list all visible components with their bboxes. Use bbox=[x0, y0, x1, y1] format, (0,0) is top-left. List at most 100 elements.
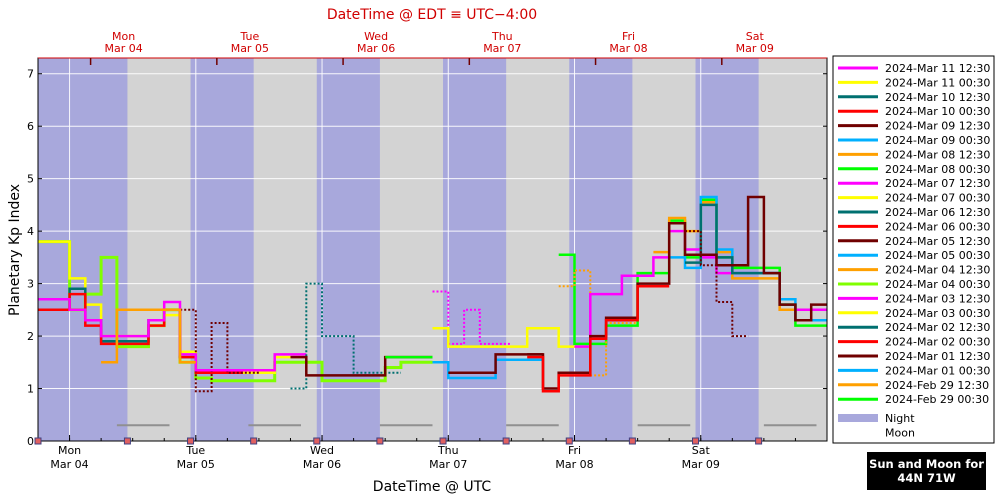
legend-label: 2024-Mar 02 12:30 bbox=[885, 321, 990, 334]
badge-line-2: 44N 71W bbox=[897, 471, 956, 485]
sun-event-marker bbox=[187, 437, 195, 445]
legend-label: 2024-Mar 03 12:30 bbox=[885, 292, 990, 305]
kp-series-line bbox=[290, 282, 401, 390]
top-tick-day: Thu bbox=[491, 30, 513, 43]
legend-box bbox=[832, 55, 995, 444]
top-tick-date: Mar 09 bbox=[736, 42, 774, 55]
kp-series-line bbox=[448, 353, 543, 375]
sun-event-marker bbox=[502, 437, 510, 445]
badge-line-1: Sun and Moon for bbox=[869, 457, 984, 471]
top-tick-day: Tue bbox=[239, 30, 259, 43]
night-band bbox=[569, 58, 633, 441]
y-tick-label: 5 bbox=[27, 173, 34, 186]
top-tick-day: Fri bbox=[622, 30, 635, 43]
kp-series-line bbox=[432, 326, 591, 348]
sun-event-marker bbox=[439, 437, 447, 445]
legend-label: 2024-Mar 09 12:30 bbox=[885, 120, 990, 133]
legend-label: 2024-Mar 01 00:30 bbox=[885, 364, 990, 377]
top-tick-date: Mar 05 bbox=[231, 42, 269, 55]
y-axis: 0 1 2 3 4 5 6 7 bbox=[27, 68, 827, 448]
x-tick-date: Mar 06 bbox=[303, 458, 341, 471]
legend-label: 2024-Mar 06 00:30 bbox=[885, 220, 990, 233]
y-tick-label: 6 bbox=[27, 120, 34, 133]
legend-label: 2024-Mar 11 00:30 bbox=[885, 76, 990, 89]
legend-label: 2024-Mar 03 00:30 bbox=[885, 307, 990, 320]
top-tick-day: Sat bbox=[746, 30, 765, 43]
legend-label: 2024-Mar 04 12:30 bbox=[885, 264, 990, 277]
sun-event-marker bbox=[755, 437, 763, 445]
sun-event-marker bbox=[628, 437, 636, 445]
top-tick-date: Mar 07 bbox=[483, 42, 521, 55]
y-tick-label: 1 bbox=[27, 383, 34, 396]
y-tick-label: 2 bbox=[27, 330, 34, 343]
sun-event-marker bbox=[34, 437, 42, 445]
x-tick-day: Fri bbox=[568, 444, 581, 457]
kp-series-line bbox=[527, 195, 827, 390]
legend-label: 2024-Mar 11 12:30 bbox=[885, 62, 990, 75]
x-tick-day: Thu bbox=[437, 444, 459, 457]
kp-series-line bbox=[38, 298, 307, 372]
top-tick-date: Mar 08 bbox=[609, 42, 647, 55]
legend-label: 2024-Mar 10 12:30 bbox=[885, 91, 990, 104]
x-tick-date: Mar 05 bbox=[177, 458, 215, 471]
night-band bbox=[443, 58, 507, 441]
top-tick-date: Mar 04 bbox=[104, 42, 142, 55]
legend-label: 2024-Mar 08 12:30 bbox=[885, 148, 990, 161]
kp-series-line bbox=[527, 284, 670, 393]
x-tick-date: Mar 09 bbox=[682, 458, 720, 471]
legend-label: 2024-Mar 01 12:30 bbox=[885, 350, 990, 363]
legend-label: 2024-Mar 02 00:30 bbox=[885, 336, 990, 349]
x-tick-date: Mar 04 bbox=[50, 458, 88, 471]
legend-label: 2024-Mar 04 00:30 bbox=[885, 278, 990, 291]
x-tick-date: Mar 07 bbox=[429, 458, 467, 471]
legend-label: 2024-Mar 07 12:30 bbox=[885, 177, 990, 190]
sun-event-marker bbox=[250, 437, 258, 445]
x-tick-day: Wed bbox=[310, 444, 334, 457]
sun-event-marker bbox=[376, 437, 384, 445]
top-tick-day: Wed bbox=[364, 30, 388, 43]
night-band bbox=[38, 58, 128, 441]
y-axis-label: Planetary Kp Index bbox=[7, 184, 23, 316]
legend-swatch bbox=[838, 428, 878, 437]
top-tick-day: Mon bbox=[112, 30, 135, 43]
y-tick-label: 0 bbox=[27, 435, 34, 448]
x-tick-day: Sat bbox=[692, 444, 711, 457]
sun-event-marker bbox=[692, 437, 699, 445]
kp-series-line bbox=[685, 230, 749, 338]
y-tick-label: 7 bbox=[27, 68, 34, 81]
legend-label: 2024-Mar 10 00:30 bbox=[885, 105, 990, 118]
top-title: DateTime @ EDT ≡ UTC−4:00 bbox=[327, 7, 537, 23]
legend-label: 2024-Feb 29 00:30 bbox=[885, 393, 989, 406]
sun-event-marker bbox=[565, 437, 573, 445]
kp-series-line bbox=[432, 290, 512, 345]
legend-label: 2024-Mar 09 00:30 bbox=[885, 134, 990, 147]
kp-series-line bbox=[101, 308, 196, 364]
legend-label: 2024-Mar 07 00:30 bbox=[885, 192, 990, 205]
sun-moon-badge: Sun and Moon for 44N 71W bbox=[867, 452, 986, 490]
x-tick-day: Mon bbox=[58, 444, 81, 457]
kp-series-line bbox=[432, 358, 543, 380]
legend-label: 2024-Mar 05 00:30 bbox=[885, 249, 990, 262]
legend-label: 2024-Mar 05 12:30 bbox=[885, 235, 990, 248]
x-tick-day: Tue bbox=[185, 444, 205, 457]
top-tick-date: Mar 06 bbox=[357, 42, 395, 55]
sun-event-marker bbox=[123, 437, 131, 445]
night-band bbox=[190, 58, 254, 441]
legend-label: 2024-Mar 08 00:30 bbox=[885, 163, 990, 176]
y-tick-label: 4 bbox=[27, 225, 34, 238]
sun-event-marker bbox=[313, 437, 321, 445]
legend-label: Moon bbox=[885, 426, 915, 439]
x-axis-label: DateTime @ UTC bbox=[373, 479, 492, 495]
legend-label: 2024-Feb 29 12:30 bbox=[885, 379, 989, 392]
legend-label: Night bbox=[885, 412, 915, 425]
kp-series bbox=[38, 195, 827, 393]
night-band bbox=[316, 58, 380, 441]
day-night-bands bbox=[38, 58, 827, 441]
legend-swatch bbox=[838, 414, 878, 422]
legend-label: 2024-Mar 06 12:30 bbox=[885, 206, 990, 219]
y-tick-label: 3 bbox=[27, 278, 34, 291]
